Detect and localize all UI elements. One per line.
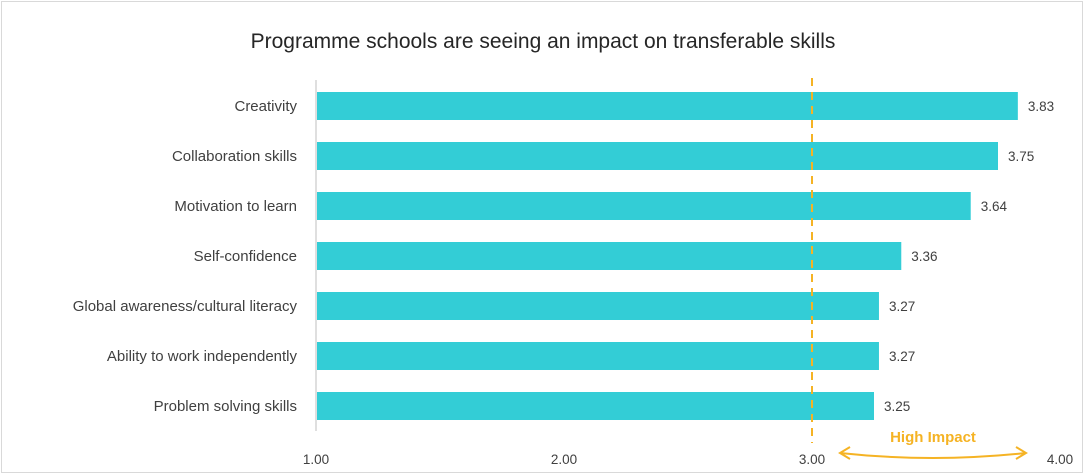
category-label: Motivation to learn bbox=[174, 198, 297, 215]
bar bbox=[317, 242, 902, 270]
impact-arrow bbox=[839, 452, 1027, 459]
bar bbox=[317, 142, 998, 170]
category-label: Ability to work independently bbox=[107, 348, 298, 365]
x-tick-label: 1.00 bbox=[303, 452, 329, 467]
value-label: 3.75 bbox=[1008, 149, 1034, 164]
bar bbox=[317, 342, 879, 370]
value-label: 3.25 bbox=[884, 399, 910, 414]
value-label: 3.27 bbox=[889, 299, 915, 314]
bar bbox=[317, 392, 874, 420]
bars-group bbox=[317, 92, 1018, 420]
value-label: 3.83 bbox=[1028, 99, 1054, 114]
arrowhead-right bbox=[1015, 446, 1028, 460]
category-label: Creativity bbox=[234, 98, 297, 115]
value-label: 3.27 bbox=[889, 349, 915, 364]
arrowhead-left bbox=[838, 446, 851, 460]
x-tick-label: 4.00 bbox=[1047, 452, 1073, 467]
labels-group: Creativity 3.83 Collaboration skills 3.75 Mo… bbox=[73, 98, 1073, 467]
chart-title: Programme schools are seeing an impact o… bbox=[250, 30, 836, 53]
x-tick-label: 2.00 bbox=[551, 452, 577, 467]
high-impact-label: High Impact bbox=[890, 429, 976, 446]
value-label: 3.64 bbox=[981, 199, 1008, 214]
bar bbox=[317, 292, 879, 320]
category-label: Problem solving skills bbox=[154, 398, 297, 415]
category-label: Global awareness/cultural literacy bbox=[73, 298, 298, 315]
category-label: Self-confidence bbox=[194, 248, 297, 265]
value-label: 3.36 bbox=[911, 249, 937, 264]
bar bbox=[317, 192, 971, 220]
category-label: Collaboration skills bbox=[172, 148, 297, 165]
bar bbox=[317, 92, 1018, 120]
x-tick-label: 3.00 bbox=[799, 452, 825, 467]
